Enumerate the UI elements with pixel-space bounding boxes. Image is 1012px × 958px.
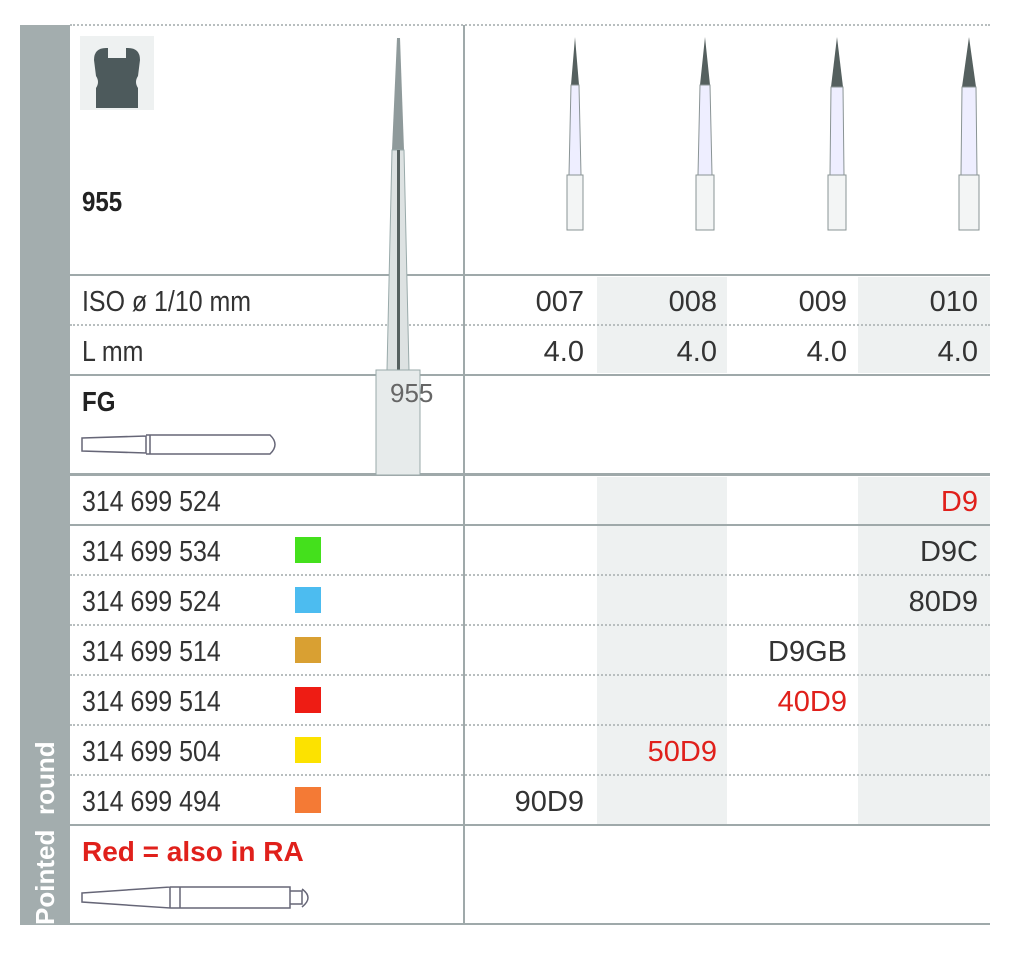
grit-color-swatch <box>295 587 321 613</box>
length-value: 4.0 <box>543 336 584 368</box>
divider <box>70 674 990 676</box>
shade <box>858 477 990 825</box>
shank-label: FG <box>82 386 116 417</box>
grit-color-swatch <box>295 687 321 713</box>
ra-shank-icon <box>81 886 309 909</box>
length-value: 4.0 <box>937 336 978 368</box>
shade <box>597 477 727 825</box>
reference-number: 314 699 514 <box>82 636 221 668</box>
reference-number: 314 699 514 <box>82 686 221 718</box>
iso-size: 007 <box>535 286 584 318</box>
product-code: D9 <box>940 486 978 518</box>
iso-size: 010 <box>929 286 978 318</box>
bur-icon <box>695 37 715 231</box>
length-value: 4.0 <box>676 336 717 368</box>
divider <box>70 774 990 776</box>
grit-color-swatch <box>295 637 321 663</box>
iso-size: 008 <box>668 286 717 318</box>
length-label: L mm <box>82 336 144 368</box>
bur-icon <box>566 37 584 231</box>
bottom-divider <box>70 923 990 925</box>
top-divider <box>70 24 990 26</box>
reference-number: 314 699 524 <box>82 486 221 518</box>
product-code: D9GB <box>768 636 847 668</box>
head-label: 955 <box>390 378 434 408</box>
product-code: 80D9 <box>908 586 978 618</box>
sidebar-label-round: round <box>30 741 60 815</box>
sidebar-band: Pointed round <box>20 25 70 925</box>
reference-number: 314 699 504 <box>82 736 221 768</box>
iso-size: 009 <box>798 286 847 318</box>
divider <box>70 274 990 276</box>
column-divider <box>463 25 465 925</box>
bur-icon <box>958 37 980 231</box>
reference-number: 314 699 534 <box>82 536 221 568</box>
product-code: 90D9 <box>514 786 584 818</box>
product-code: 50D9 <box>647 736 717 768</box>
iso-label: ISO ø 1/10 mm <box>82 286 252 318</box>
divider <box>70 724 990 726</box>
divider <box>70 324 990 326</box>
divider <box>70 473 990 476</box>
cavity-shape-icon <box>80 36 154 110</box>
grit-color-swatch <box>295 737 321 763</box>
reference-number: 314 699 494 <box>82 786 221 818</box>
bur-image <box>375 38 421 475</box>
model-number: 955 <box>82 186 123 217</box>
grit-color-swatch <box>295 787 321 813</box>
fg-shank-icon <box>81 434 276 455</box>
reference-number: 314 699 524 <box>82 586 221 618</box>
divider <box>70 374 990 376</box>
bur-icon <box>827 37 847 231</box>
length-value: 4.0 <box>806 336 847 368</box>
divider <box>70 824 990 826</box>
divider <box>70 574 990 576</box>
divider <box>70 524 990 526</box>
product-code: D9C <box>919 536 978 568</box>
divider <box>70 624 990 626</box>
red-note: Red = also in RA <box>82 836 304 867</box>
product-code: 40D9 <box>777 686 847 718</box>
grit-color-swatch <box>295 537 321 563</box>
sidebar-label-pointed: Pointed <box>30 829 60 925</box>
